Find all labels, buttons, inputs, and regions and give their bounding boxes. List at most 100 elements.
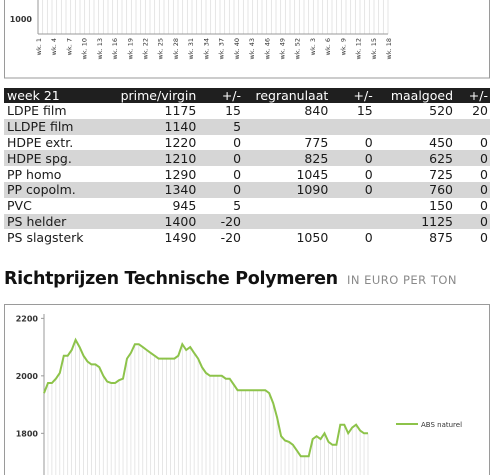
cell-material: PP homo xyxy=(7,166,62,182)
cell-change-maalgoed: 0 xyxy=(480,198,488,214)
cell-change-prime: 0 xyxy=(198,150,244,167)
cell-prime-virgin: 1490 xyxy=(164,229,197,245)
header-maalgoed: maalgoed xyxy=(374,88,456,103)
chart1-x-tick-label: wk. 49 xyxy=(278,38,286,59)
header-change-prime: +/- xyxy=(198,88,244,103)
cell-prime-virgin: 1210 xyxy=(100,150,199,167)
cell-regranulaat: 1090 xyxy=(243,181,331,198)
cell-prime-virgin: 1290 xyxy=(164,166,197,182)
table-row: LDPE film 1175 15 840 15 520 20 xyxy=(4,103,490,119)
chart1-x-tick-label: wk. 40 xyxy=(233,38,241,59)
chart2-series-line xyxy=(43,337,368,458)
cell-change-prime: -20 xyxy=(198,213,244,230)
cell-change-prime: 0 xyxy=(198,181,244,198)
table-row: HDPE extr. 1220 0 775 0 450 0 xyxy=(4,135,490,151)
cell-regranulaat: 1045 xyxy=(296,166,329,182)
section-heading: Richtprijzen Technische Polymeren IN EUR… xyxy=(4,269,457,289)
abs-price-chart: 2200 2000 1800 ABS naturel xyxy=(4,304,490,475)
commodity-price-chart: 1000 wk. 1 wk. 4 wk. 7 wk. 10 wk. 13 wk. 16 wk… xyxy=(4,0,490,79)
cell-material: PVC xyxy=(7,198,32,214)
cell-change-regranulaat: 0 xyxy=(330,181,375,198)
header-week: week 21 xyxy=(4,88,101,103)
cell-material: HDPE extr. xyxy=(7,134,74,150)
cell-maalgoed: 450 xyxy=(429,134,454,150)
chart1-x-tick-label: wk. 6 xyxy=(324,38,332,55)
cell-material: LDPE film xyxy=(7,103,67,119)
table-row: LLDPE film 1140 5 xyxy=(4,118,490,135)
cell-maalgoed: 875 xyxy=(429,229,454,245)
cell-maalgoed: 625 xyxy=(374,150,456,167)
cell-regranulaat xyxy=(243,213,331,230)
cell-prime-virgin: 1175 xyxy=(164,103,197,119)
cell-change-maalgoed: 20 xyxy=(472,103,488,119)
cell-material: PP copolm. xyxy=(4,181,101,198)
price-table: week 21 prime/virgin +/- regranulaat +/-… xyxy=(4,88,490,245)
cell-maalgoed: 760 xyxy=(374,181,456,198)
cell-material: PS slagsterk xyxy=(7,229,84,245)
chart2-frame xyxy=(4,304,490,475)
chart1-x-tick-label: wk. 1 xyxy=(35,38,43,55)
cell-change-prime: -20 xyxy=(220,229,242,245)
cell-maalgoed xyxy=(374,118,456,135)
cell-maalgoed: 725 xyxy=(429,166,454,182)
chart2-y-tick-label: 2200 xyxy=(16,314,39,323)
chart1-x-tick-label: wk. 37 xyxy=(218,38,226,59)
chart1-x-tick-label: wk. 12 xyxy=(355,38,363,59)
cell-change-regranulaat xyxy=(330,213,375,230)
header-prime-virgin: prime/virgin xyxy=(100,88,199,103)
cell-prime-virgin: 1140 xyxy=(100,118,199,135)
chart1-x-tick-label: wk. 18 xyxy=(385,38,393,59)
chart1-x-tick-label: wk. 31 xyxy=(187,38,195,59)
cell-material: LLDPE film xyxy=(4,118,101,135)
chart1-x-tick-label: wk. 52 xyxy=(294,38,302,59)
cell-regranulaat: 1050 xyxy=(296,229,329,245)
cell-regranulaat: 775 xyxy=(304,134,329,150)
chart1-x-tick-label: wk. 46 xyxy=(263,38,271,59)
chart1-x-tick-label: wk. 10 xyxy=(81,38,89,59)
cell-change-regranulaat: 0 xyxy=(364,134,373,150)
header-change-maalgoed: +/- xyxy=(455,88,490,103)
section-title: Richtprijzen Technische Polymeren xyxy=(4,269,338,289)
cell-material: HDPE spg. xyxy=(4,150,101,167)
cell-change-regranulaat: 15 xyxy=(356,103,373,119)
chart2-y-tick-label: 1800 xyxy=(16,429,39,438)
chart1-x-tick-label: wk. 9 xyxy=(339,38,347,55)
cell-change-regranulaat xyxy=(330,198,374,214)
cell-change-regranulaat: 0 xyxy=(330,150,375,167)
chart1-x-tick-label: wk. 22 xyxy=(142,38,150,59)
cell-change-prime: 5 xyxy=(233,198,242,214)
chart1-x-tick-label: wk. 3 xyxy=(309,38,317,55)
table-row: PP copolm. 1340 0 1090 0 760 0 xyxy=(4,181,490,198)
cell-prime-virgin: 945 xyxy=(172,198,197,214)
cell-regranulaat xyxy=(243,118,331,135)
cell-change-maalgoed: 0 xyxy=(455,150,490,167)
cell-regranulaat: 825 xyxy=(243,150,331,167)
table-row: PS helder 1400 -20 1125 0 xyxy=(4,213,490,230)
cell-maalgoed: 520 xyxy=(429,103,454,119)
cell-regranulaat: 840 xyxy=(304,103,329,119)
cell-change-maalgoed: 0 xyxy=(480,229,488,245)
table-row: PVC 945 5 150 0 xyxy=(4,198,490,214)
chart1-x-tick-label: wk. 7 xyxy=(65,38,73,55)
cell-change-maalgoed: 0 xyxy=(480,134,488,150)
chart2-legend-label: ABS naturel xyxy=(421,421,462,429)
cell-change-prime: 15 xyxy=(225,103,242,119)
chart1-x-tick-label: wk. 16 xyxy=(111,38,119,59)
chart1-x-tick-label: wk. 28 xyxy=(172,38,180,59)
cell-prime-virgin: 1400 xyxy=(100,213,199,230)
chart1-y-tick-label: 1000 xyxy=(10,15,33,24)
cell-maalgoed: 150 xyxy=(429,198,454,214)
cell-change-prime: 0 xyxy=(233,166,242,182)
table-row: PS slagsterk 1490 -20 1050 0 875 0 xyxy=(4,229,490,245)
header-change-regranulaat: +/- xyxy=(330,88,375,103)
cell-change-maalgoed: 0 xyxy=(455,181,490,198)
cell-material: PS helder xyxy=(4,213,101,230)
cell-prime-virgin: 1340 xyxy=(100,181,199,198)
cell-change-regranulaat: 0 xyxy=(364,229,373,245)
cell-change-maalgoed xyxy=(455,118,490,135)
cell-change-prime: 5 xyxy=(198,118,244,135)
cell-change-maalgoed: 0 xyxy=(455,213,490,230)
cell-change-prime: 0 xyxy=(233,134,242,150)
table-row: PP homo 1290 0 1045 0 725 0 xyxy=(4,166,490,182)
cell-regranulaat xyxy=(243,198,330,214)
